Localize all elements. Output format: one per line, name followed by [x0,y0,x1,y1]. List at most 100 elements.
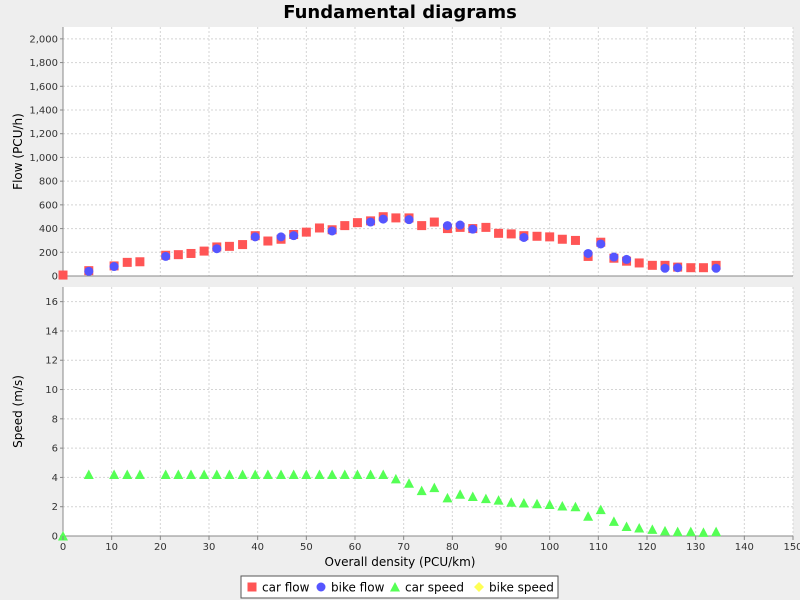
car-speed-point [301,469,312,479]
legend-marker-car-flow [247,582,257,592]
bike-flow-point [455,220,465,230]
bike-flow-point [327,226,337,236]
speed-y-tick-label: 6 [52,444,58,455]
car-flow-point [186,248,196,258]
car-speed-point [506,497,517,507]
legend-label: bike speed [489,581,554,595]
car-speed-point [608,516,619,526]
x-tick-label: 100 [540,542,559,553]
legend-marker-car-speed [390,582,400,592]
x-tick-label: 80 [446,542,459,553]
legend-marker-bike-flow [316,582,326,592]
car-flow-point [429,217,439,227]
x-tick-label: 70 [397,542,410,553]
bike-flow-point [378,214,388,224]
car-speed-point [672,526,683,537]
x-tick-label: 150 [783,542,800,553]
car-speed-point [58,531,68,541]
car-speed-point [378,469,389,479]
bike-flow-point [404,215,414,225]
x-axis: 0 10 20 30 40 50 60 70 80 90 100 110 120 130 140 150 [60,536,800,553]
car-speed-point [134,469,145,479]
car-flow-point [545,232,555,242]
legend-item-bike-flow: bike flow [316,581,385,595]
series-car-speed [58,469,722,541]
car-flow-point [494,228,504,238]
car-speed-point [365,469,376,479]
car-flow-point [238,240,248,250]
flow-y-tick-label: 1,600 [29,82,58,93]
flow-panel: 0 200 400 600 800 1,000 1,200 1,400 1,600 1,800 2,… [11,27,794,283]
car-speed-point [314,469,325,479]
x-tick-label: 10 [105,542,118,553]
car-speed-point [173,469,184,479]
car-speed-point [711,526,722,537]
bike-flow-point [366,217,376,227]
car-speed-point [83,469,94,479]
legend-label: car flow [262,581,310,595]
car-speed-point [557,500,568,511]
car-speed-point [583,511,594,521]
car-speed-point [660,525,671,536]
x-tick-label: 130 [686,542,705,553]
car-speed-point [570,501,581,512]
bike-flow-point [673,263,683,273]
speed-panel: 0 2 4 6 8 10 12 14 16 Speed (m/s) [11,287,794,543]
car-speed-point [647,524,658,534]
car-speed-point [544,499,555,510]
bike-flow-point [212,244,222,254]
car-speed-point [109,469,120,479]
bike-flow-point [109,262,119,272]
car-speed-point [621,521,632,531]
bike-flow-point [468,224,478,234]
chart-title: Fundamental diagrams [283,2,517,23]
bike-flow-point [622,254,632,264]
x-tick-label: 60 [349,542,362,553]
speed-y-tick-label: 8 [52,414,58,425]
car-flow-point [199,246,209,256]
series-bike-flow [84,214,721,276]
flow-y-tick-label: 600 [39,200,58,211]
car-flow-point [698,263,708,273]
car-speed-point [518,498,529,508]
car-speed-point [390,473,401,484]
car-flow-point [532,231,542,241]
legend-label: bike flow [331,581,385,595]
bike-flow-point [289,231,299,241]
car-speed-point [224,469,235,479]
speed-y-tick-label: 4 [52,473,58,484]
flow-y-axis-label: Flow (PCU/h) [11,113,25,190]
car-flow-point [417,221,427,231]
car-flow-point [340,221,350,231]
x-tick-label: 30 [203,542,216,553]
car-speed-point [493,495,504,505]
car-speed-point [455,489,466,499]
legend-box [240,575,559,599]
flow-y-tick-label: 2,000 [29,34,58,45]
speed-y-tick-label: 14 [45,326,58,337]
x-tick-label: 140 [735,542,754,553]
car-speed-point [480,493,491,504]
car-speed-point [276,469,287,479]
car-speed-point [327,469,338,479]
legend-item-bike-speed: bike speed [474,581,554,595]
flow-y-tick-label: 1,000 [29,153,58,164]
x-tick-label: 0 [60,542,66,553]
legend-item-car-flow: car flow [247,581,310,595]
x-axis-label: Overall density (PCU/km) [325,555,476,569]
car-speed-point [262,469,273,479]
car-flow-point [352,218,362,228]
car-speed-point [339,469,350,479]
flow-y-tick-label: 1,200 [29,129,58,140]
car-speed-point [595,504,606,515]
car-speed-point [250,469,261,479]
bike-flow-point [711,263,721,273]
car-speed-point [416,485,427,496]
car-speed-point [404,478,415,488]
car-flow-point [634,258,644,268]
car-flow-point [58,270,68,280]
car-speed-point [211,469,222,479]
flow-y-tick-label: 1,400 [29,106,58,117]
bike-flow-point [660,263,670,273]
